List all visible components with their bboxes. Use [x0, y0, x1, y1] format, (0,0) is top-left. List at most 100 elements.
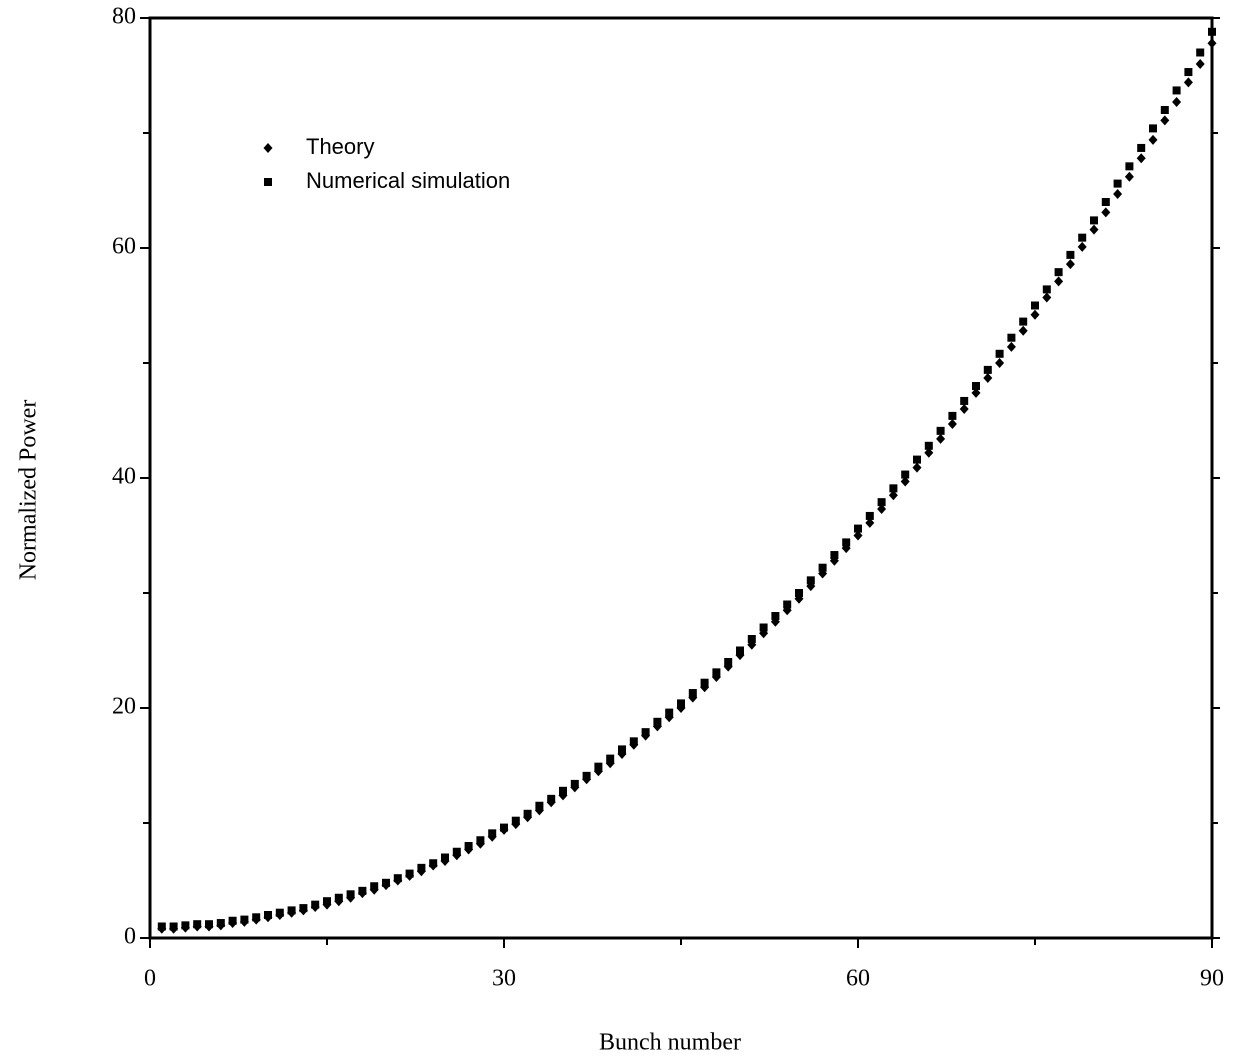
data-point — [806, 576, 815, 585]
data-point — [1090, 216, 1098, 225]
data-point — [736, 646, 744, 655]
data-point — [287, 906, 296, 915]
x-axis-label: Bunch number — [599, 1030, 741, 1056]
data-point — [488, 829, 497, 838]
data-point — [1113, 179, 1122, 188]
data-point — [1172, 96, 1182, 107]
data-point — [547, 794, 556, 803]
data-point — [169, 922, 178, 931]
data-point — [759, 623, 768, 632]
data-point — [771, 612, 780, 620]
data-point — [900, 476, 910, 487]
data-point — [1113, 188, 1123, 199]
x-tick-label: 90 — [1200, 966, 1224, 992]
data-point — [1101, 198, 1110, 206]
data-point — [712, 668, 721, 677]
data-point — [983, 372, 993, 383]
data-point — [511, 816, 520, 825]
data-point — [346, 890, 355, 899]
data-point — [830, 551, 839, 560]
data-point — [1019, 317, 1028, 326]
data-point — [299, 904, 308, 913]
data-point — [1184, 68, 1193, 77]
data-point — [1078, 233, 1087, 242]
data-point — [983, 365, 992, 374]
data-point — [865, 517, 875, 528]
data-point — [370, 882, 379, 891]
data-point — [275, 908, 284, 917]
data-point — [1207, 38, 1217, 49]
data-point — [1160, 115, 1170, 126]
data-point — [1018, 325, 1028, 336]
data-point — [594, 762, 603, 771]
data-point — [888, 490, 898, 501]
data-point — [1030, 309, 1040, 320]
data-point — [334, 893, 343, 902]
data-point — [924, 447, 934, 458]
data-point — [688, 689, 697, 698]
data-point — [393, 874, 402, 883]
data-point — [429, 859, 438, 868]
data-point — [959, 404, 969, 414]
y-tick-label: 0 — [124, 924, 136, 950]
data-point — [665, 708, 674, 717]
data-point — [913, 455, 921, 464]
data-point — [1042, 292, 1052, 303]
data-point — [629, 737, 638, 746]
data-point — [1054, 276, 1064, 287]
data-point — [901, 470, 910, 479]
data-point — [724, 658, 733, 666]
data-point — [1006, 341, 1016, 352]
data-point — [995, 358, 1005, 368]
data-point — [535, 801, 544, 810]
data-point — [1137, 143, 1146, 152]
data-point — [441, 853, 449, 862]
data-point — [1089, 224, 1099, 235]
data-point — [405, 869, 414, 878]
data-point — [193, 920, 202, 929]
data-point — [264, 911, 272, 919]
data-point — [452, 847, 461, 856]
y-tick-label: 20 — [112, 694, 136, 720]
data-point — [1183, 77, 1193, 88]
data-point — [924, 441, 933, 450]
data-point — [795, 589, 803, 597]
data-point — [653, 717, 662, 726]
y-tick-label: 40 — [112, 464, 136, 490]
data-point — [476, 836, 485, 845]
data-point — [523, 809, 532, 818]
data-point — [181, 921, 190, 930]
data-point — [853, 530, 863, 541]
data-point — [1136, 153, 1146, 164]
data-point — [641, 728, 650, 737]
y-axis-label: Normalized Power — [16, 400, 42, 581]
data-point — [947, 418, 957, 429]
data-point — [1160, 106, 1169, 114]
data-point — [1042, 285, 1051, 294]
data-point — [1065, 259, 1075, 270]
data-point — [995, 349, 1004, 358]
data-point — [877, 498, 886, 507]
legend-marker — [264, 178, 272, 186]
data-point — [1149, 124, 1157, 133]
data-point — [889, 484, 898, 493]
data-point — [818, 563, 827, 572]
data-point — [971, 387, 981, 398]
data-point — [677, 699, 685, 708]
data-point — [842, 538, 851, 547]
data-point — [606, 754, 615, 763]
data-point — [323, 897, 331, 906]
data-point — [205, 920, 213, 929]
data-point — [311, 900, 320, 909]
data-point — [570, 779, 579, 788]
data-point — [1066, 250, 1075, 259]
data-point — [382, 878, 390, 887]
data-point — [417, 863, 426, 872]
data-point — [1054, 268, 1063, 277]
data-point — [783, 600, 792, 609]
y-tick-label: 80 — [112, 4, 136, 30]
data-point — [358, 886, 367, 895]
data-point — [936, 433, 946, 444]
data-point — [157, 922, 166, 931]
